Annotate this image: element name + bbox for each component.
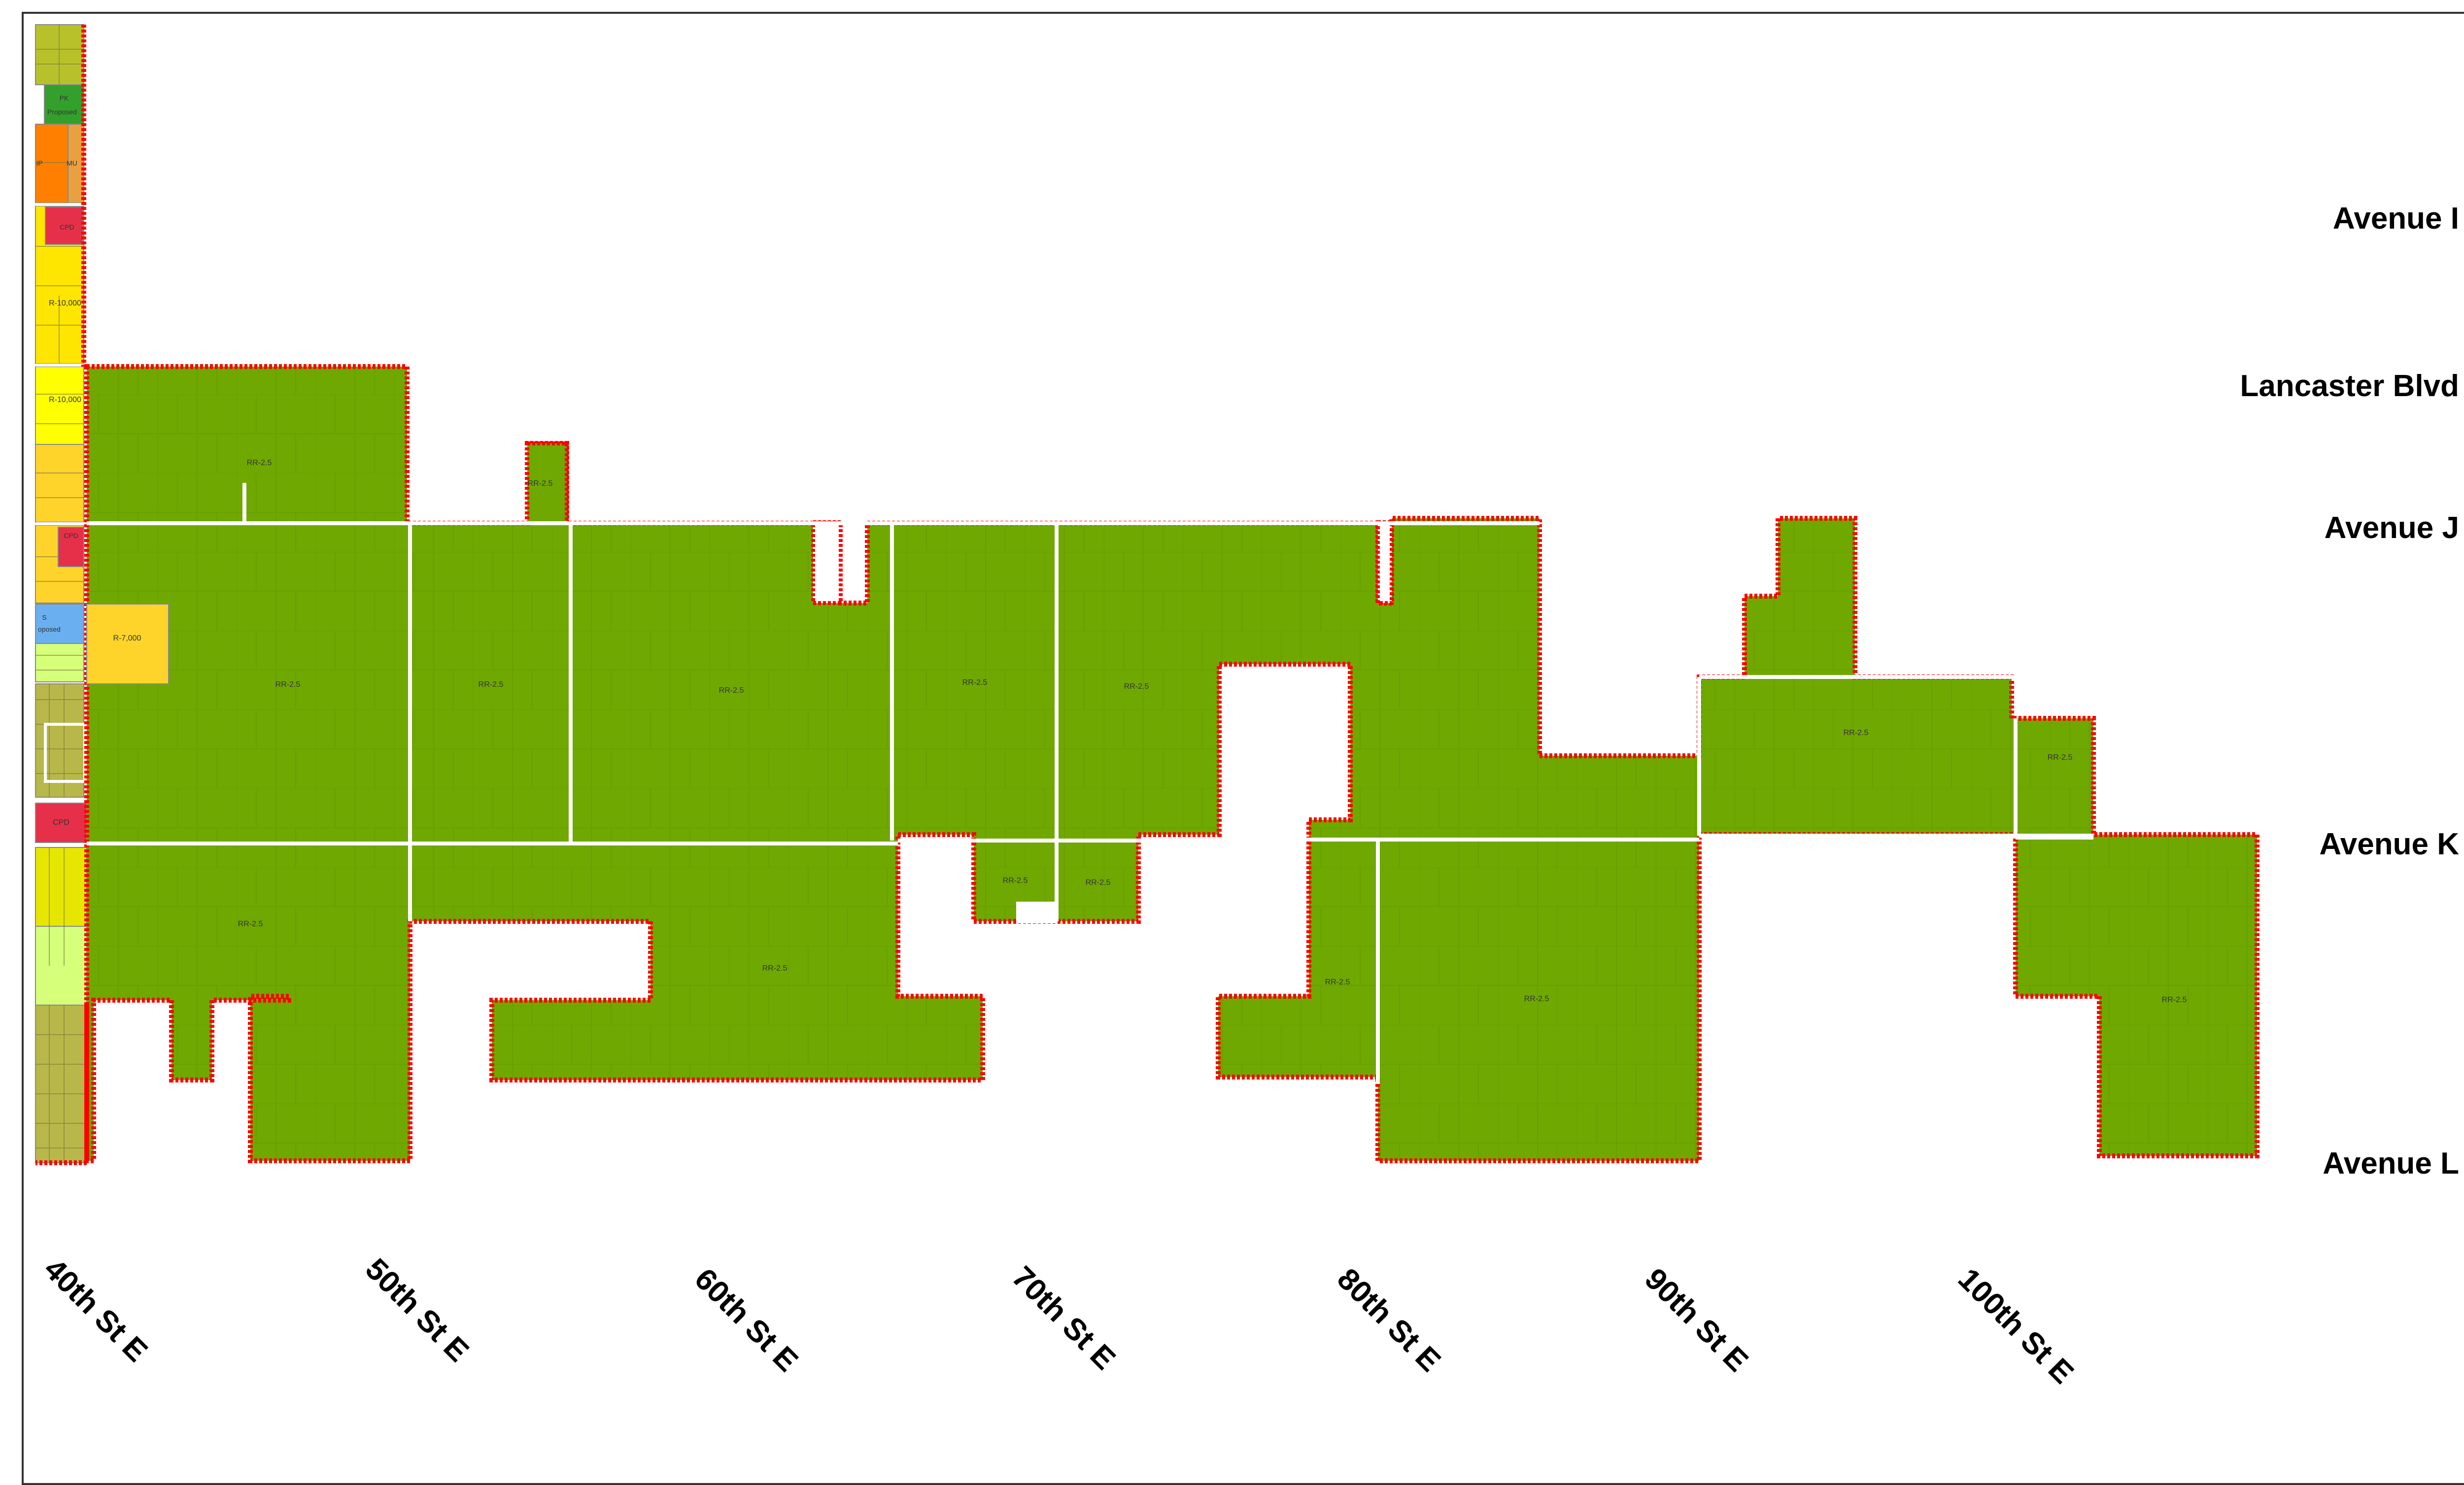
zone-label: RR-2.5 [2048,753,2073,762]
rr-spur-55th [525,441,569,525]
school-parcel [35,604,84,644]
street-label-avenue-j: Avenue J [2325,511,2459,545]
zone-label: RR-2.5 [2162,996,2187,1004]
street-label-100th: 100th St E [1951,1262,2080,1390]
zone-label: RR-2.5 [1325,978,1350,986]
parks-parcel [44,84,84,125]
zone-label: RR-2.5 [1844,729,1869,737]
road-70th [890,523,1059,921]
commercial-parcel-low [35,803,87,843]
zone-label: RR-2.5 [528,479,553,488]
light-green-parcel-b [35,926,87,1006]
zone-label: R-10,000 [49,299,81,307]
zone-label: PK [60,94,69,102]
gap-60th-notch [811,520,843,605]
street-label-60th: 60th St E [688,1262,804,1378]
zone-label: RR-2.5 [247,459,272,467]
gap-70th-notch [1016,902,1056,923]
zone-label: IP [36,159,42,167]
zone-label: R-10,000 [49,396,81,404]
zone-label: RR-2.5 [962,678,988,687]
zone-labels: RR-2.5 RR-2.5 RR-2.5 RR-2.5 RR-2.5 RR-2.… [36,94,2187,1004]
zone-label: CPD [64,532,78,540]
zone-label: RR-2.5 [1124,682,1149,691]
street-label-40th: 40th St E [37,1252,154,1368]
street-label-lancaster-blvd: Lancaster Blvd [2240,369,2459,403]
gap-80th-notch [1376,520,1394,605]
street-label-70th: 70th St E [1005,1260,1122,1376]
street-label-avenue-k: Avenue K [2319,827,2459,861]
road-strip-avenue-i [35,203,87,206]
industrial-parcel [35,124,68,203]
road-network [87,483,2093,1084]
zone-label: RR-2.5 [1003,877,1028,885]
street-label-80th: 80th St E [1331,1262,1447,1378]
zone-label: RR-2.5 [275,680,301,689]
ew-street-labels: Avenue I Lancaster Blvd Avenue J Avenue … [2240,202,2459,1181]
olive-parcel-b [35,1005,87,1163]
zone-label: RR-2.5 [479,680,504,689]
zone-label: Proposed [47,108,77,116]
road-strip-avenue-k [35,844,90,846]
road-avenue-j [87,521,2093,679]
zone-label: CPD [60,223,74,231]
street-label-avenue-i: Avenue I [2333,202,2459,236]
rural-residential-zone [84,364,2259,1163]
olive-parcel-a [35,683,84,798]
parcel-texture [87,367,2257,1161]
yellow-green-parcel [35,847,87,927]
zone-label: RR-2.5 [1086,878,1111,887]
zone-label: RR-2.5 [719,686,744,695]
zone-label: R-7,000 [113,634,141,642]
zone-label: RR-2.5 [762,964,787,973]
ns-street-labels: 40th St E 50th St E 60th St E 70th St E … [37,1252,2080,1390]
street-label-avenue-l: Avenue L [2323,1147,2459,1181]
street-label-50th: 50th St E [359,1252,475,1368]
zone-label: RR-2.5 [238,920,263,928]
multi-family-parcel-a [35,444,84,523]
zone-label: S [42,613,46,621]
west-strip [35,24,169,1163]
zone-label: CPD [53,818,69,827]
light-green-parcel-a [35,643,84,682]
street-label-90th: 90th St E [1638,1262,1754,1378]
zone-label: oposed [38,625,61,633]
commercial-parcel-mid [58,527,84,567]
r7000-patch [86,604,169,684]
road-strip-lancaster [35,364,87,367]
road-strip-avenue-j [35,522,87,525]
zone-label: RR-2.5 [1524,995,1549,1003]
west-strip-boundary [35,25,89,1165]
commercial-parcel-top [45,206,83,245]
single-family-parcel-b [35,366,84,445]
zone-label: MU [67,159,77,167]
